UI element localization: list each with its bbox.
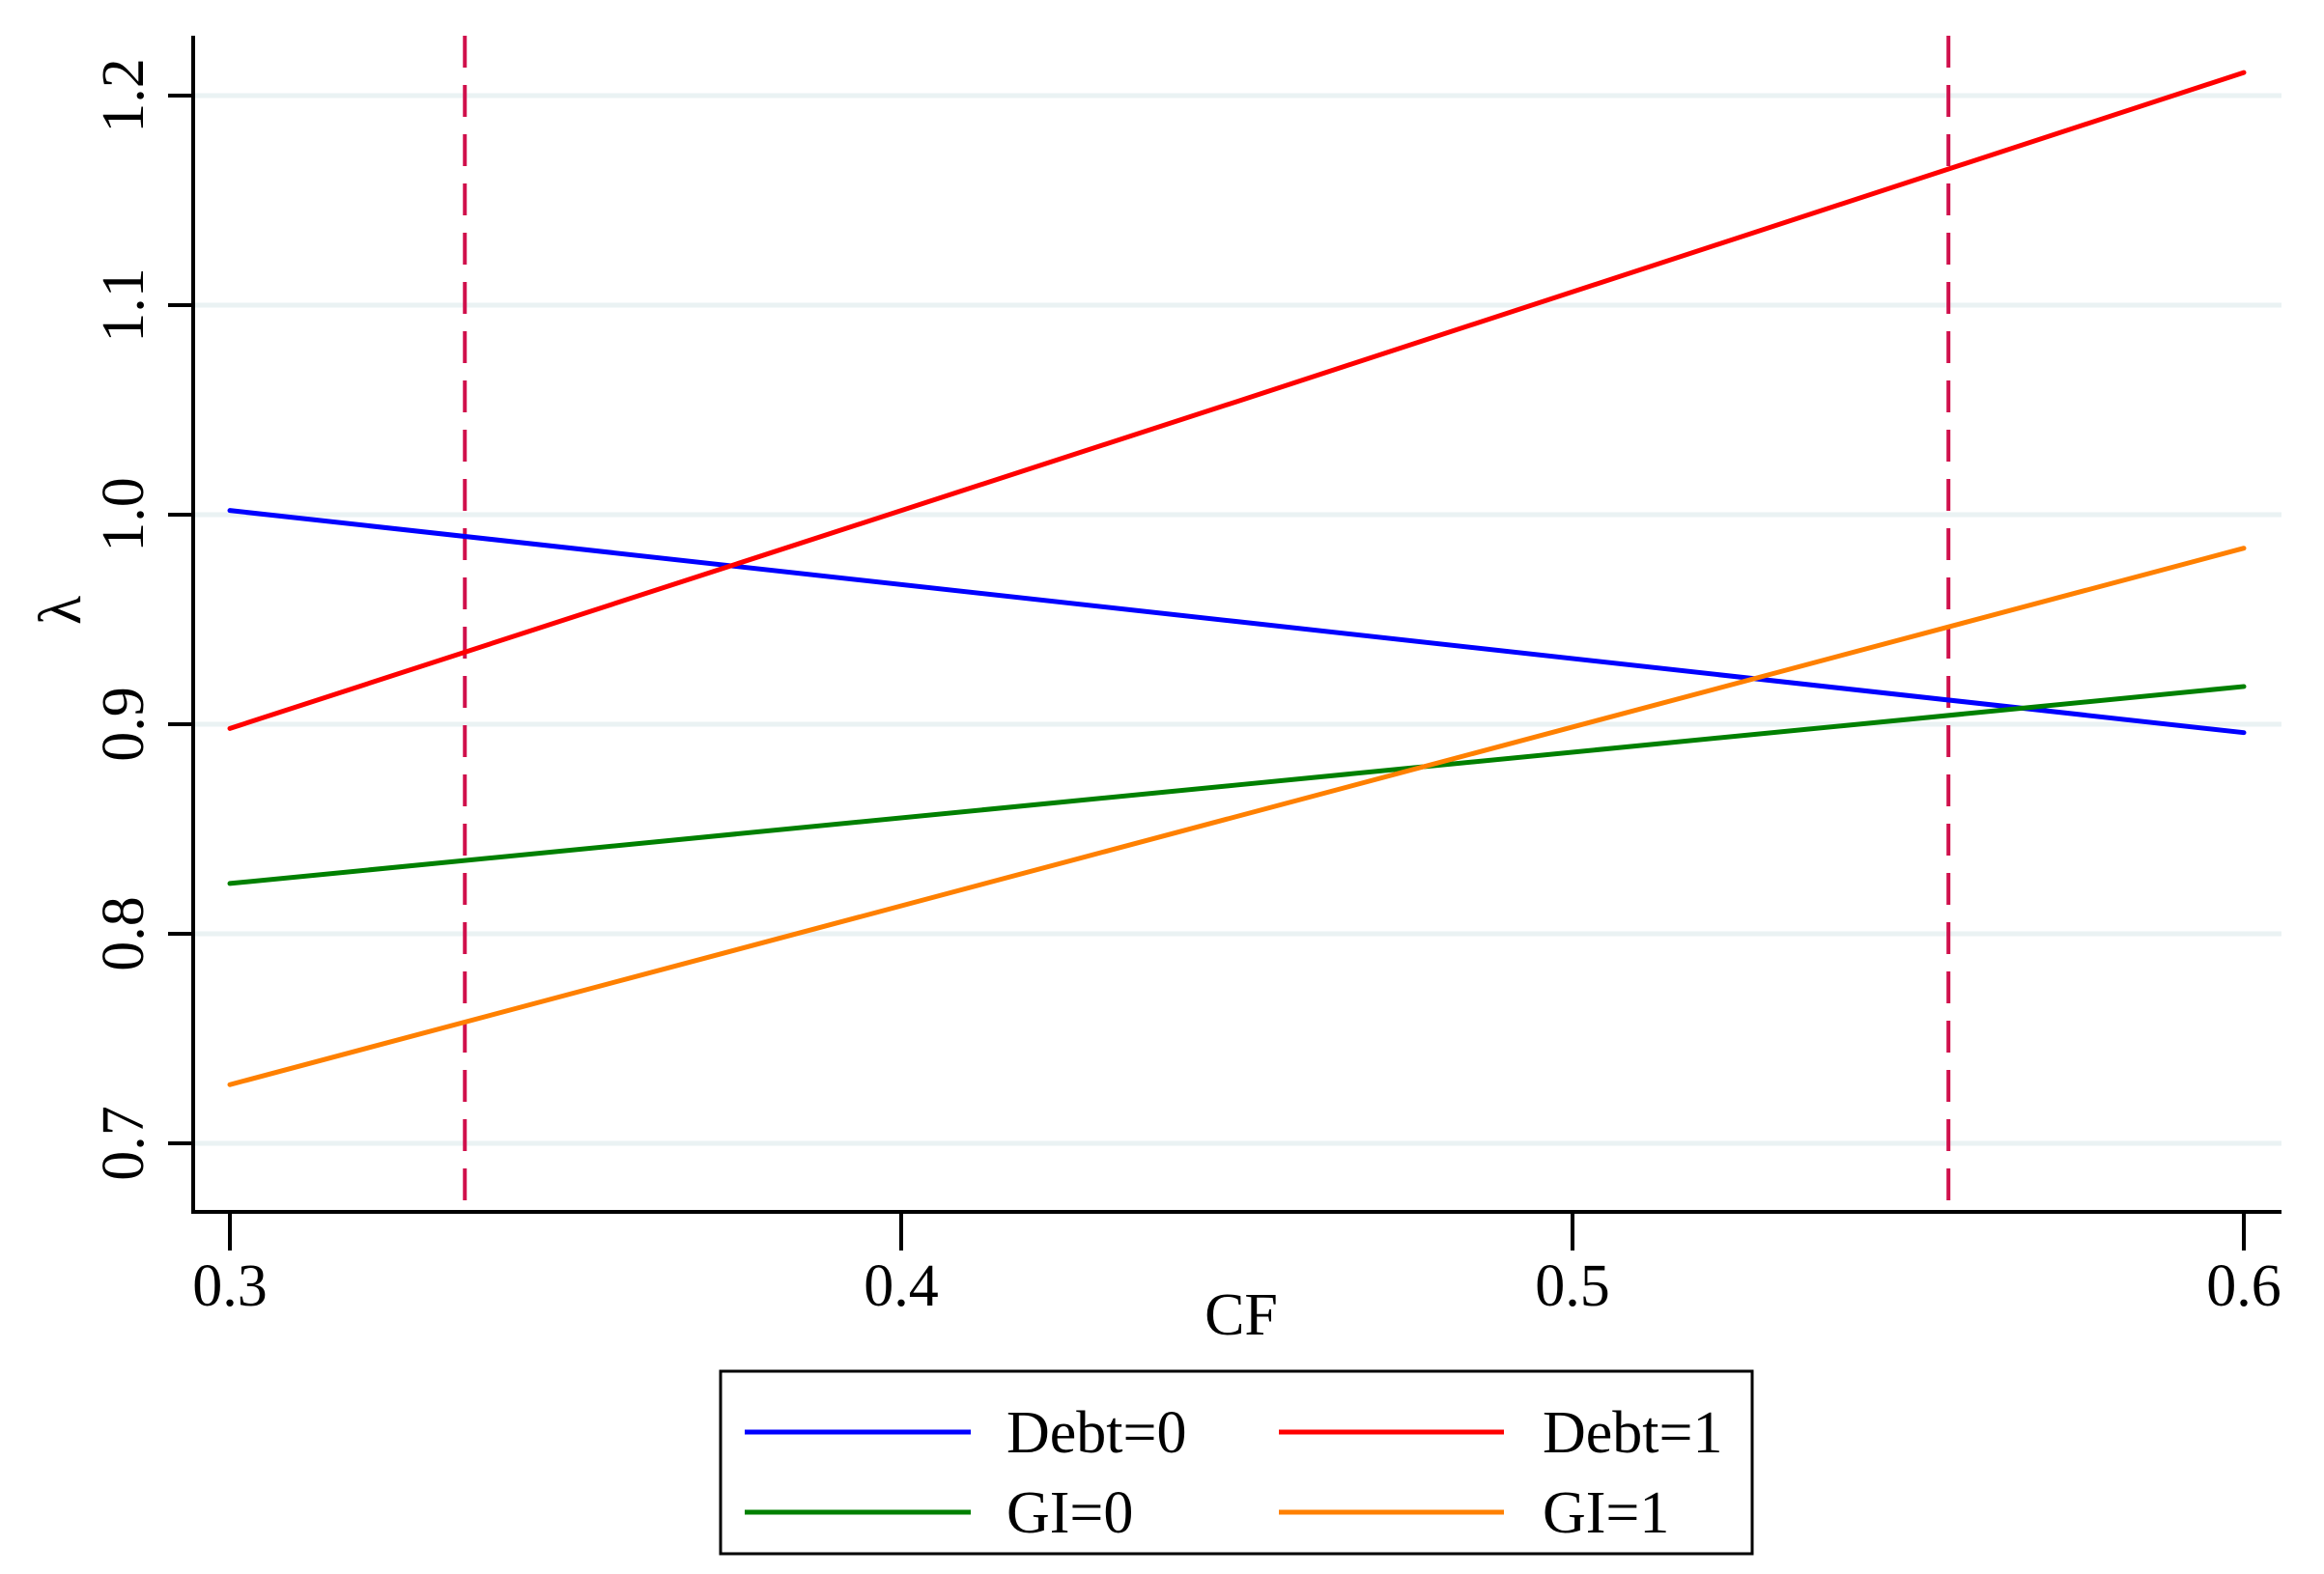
y-axis-ticks: 0.7 0.8 0.9 1.0 1.1 1.2: [91, 58, 193, 1181]
gridlines: [195, 93, 2281, 1146]
legend-item-gi1: GI=1: [1279, 1480, 1669, 1546]
series-lines: [227, 70, 2247, 1087]
y-tick-label: 1.1: [91, 267, 156, 343]
series-line-debt-1: [227, 70, 2247, 731]
legend-label-debt0: Debt=0: [1006, 1400, 1186, 1466]
y-tick-label: 0.9: [91, 687, 156, 762]
y-tick-label: 1.0: [91, 477, 156, 552]
legend-box: [719, 1369, 1754, 1556]
y-tick-label: 0.8: [91, 896, 156, 971]
y-tick-label: 1.2: [91, 58, 156, 133]
x-tick-label: 0.4: [864, 1253, 939, 1319]
legend-label-gi1: GI=1: [1543, 1480, 1669, 1546]
legend-item-gi0: GI=0: [745, 1480, 1133, 1546]
legend-label-gi0: GI=0: [1006, 1480, 1133, 1546]
legend-label-debt1: Debt=1: [1543, 1400, 1722, 1466]
series-line-gi-1: [227, 546, 2247, 1087]
series-line-gi-0: [227, 684, 2247, 886]
x-tick-label: 0.5: [1535, 1253, 1610, 1319]
legend: Debt=0 Debt=1 GI=0 GI=1: [719, 1369, 1754, 1556]
x-tick-label: 0.3: [192, 1253, 268, 1319]
legend-item-debt0: Debt=0: [745, 1400, 1186, 1466]
series-line-debt-0: [227, 508, 2247, 736]
x-tick-label: 0.6: [2206, 1253, 2281, 1319]
x-axis-ticks: 0.3 0.4 0.5 0.6: [192, 1212, 2281, 1319]
y-axis-title: λ: [28, 596, 94, 625]
legend-item-debt1: Debt=1: [1279, 1400, 1722, 1466]
x-axis-title: CF: [1205, 1282, 1278, 1348]
y-tick-label: 0.7: [91, 1106, 156, 1181]
